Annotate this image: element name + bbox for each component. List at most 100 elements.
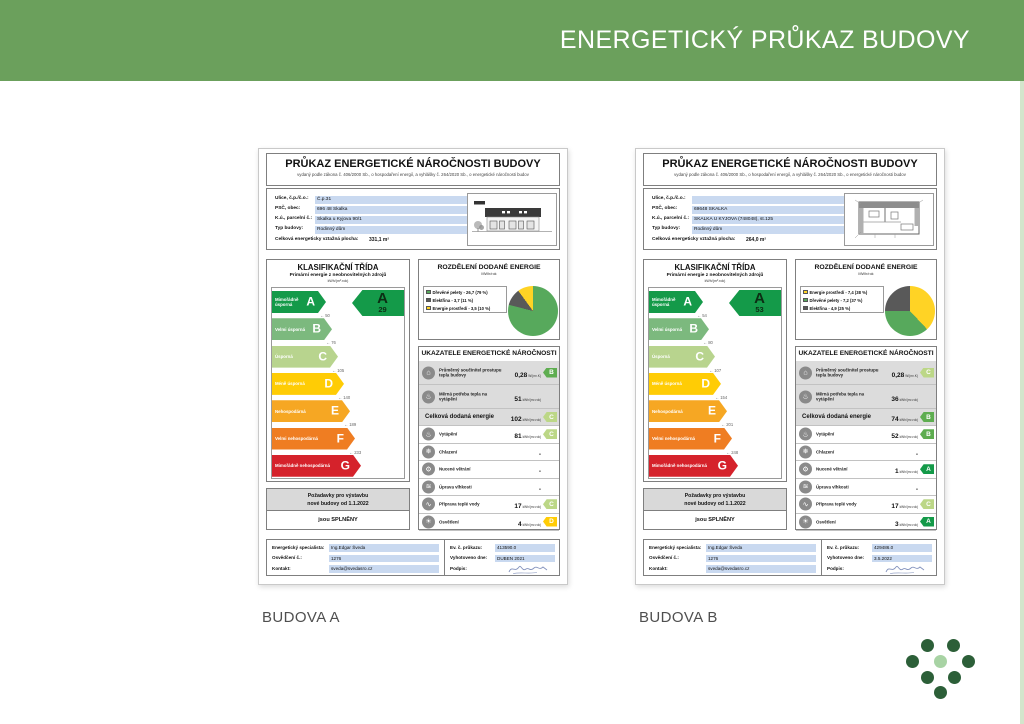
class-bar-label: Velmi nehospodárná [652, 435, 695, 441]
grade-badge-a: A [920, 516, 934, 527]
class-threshold: ← 105 [332, 368, 344, 373]
indicator-number: - [538, 450, 541, 458]
class-bar-letter: C [318, 349, 327, 364]
class-bar-label: Méně úsporná [652, 381, 682, 387]
rating-arrow: A 53 [729, 290, 781, 316]
indicator-number: 52 [891, 433, 899, 441]
logo-dot-dark [933, 685, 947, 699]
class-bar-c: Úsporná C [272, 346, 338, 368]
indicator-number: 74 [891, 416, 899, 423]
threshold-arrow-icon: ← [709, 367, 713, 373]
legend-swatch [426, 289, 431, 295]
class-threshold: ← 201 [721, 422, 733, 427]
class-scale: Mimořádně úsporná A ← 54 Velmi úsporná B ← 80 Ús… [648, 287, 782, 479]
indicator-value: 0,28W/(m².K) [882, 364, 918, 382]
pie-legend-item: Energie prostředí - 7,4 (38 %) [801, 288, 883, 296]
class-bar-label: Úsporná [275, 353, 293, 359]
indicator-value: 1kWh/(m².rok) [882, 460, 918, 478]
footer-signature-label: Podpis: [827, 565, 844, 571]
requirements-result: jsou SPLNĚNY [318, 517, 358, 523]
indicator-label: Průměrný součinitel prostupu tepla budov… [439, 367, 502, 378]
class-bar-c: Úsporná C [649, 346, 715, 368]
logo-dot-light [933, 654, 947, 668]
indicator-label: Měrná potřeba tepla na vytápění [816, 391, 865, 402]
address-box: Ulice, č.p./č.o.: PSČ, obec: 69648 SKALKA K… [643, 188, 937, 250]
legend-swatch [803, 289, 808, 295]
indicator-row-0: ⌂ Průměrný součinitel prostupu tepla budo… [419, 361, 559, 385]
indicator-value: - [505, 443, 541, 461]
threshold-value: 54 [702, 313, 707, 318]
indicator-label: Měrná potřeba tepla na vytápění [439, 391, 488, 402]
class-threshold: ← 107 [709, 368, 721, 373]
area-value: 331,1 m² [369, 237, 390, 243]
specialist-box: Energetický specialista: Ing.Edgar Šveda O… [643, 539, 937, 576]
indicator-label: Chlazení [816, 449, 835, 455]
signature-image [884, 562, 926, 580]
address-field-value: Skalka u Kyjova 90/1 [315, 215, 467, 224]
requirements-line2: nové budovy od 1.1.2022 [684, 501, 746, 507]
logo-dot-dark [961, 654, 975, 668]
indicator-number: - [538, 485, 541, 493]
logo-dot-dark [920, 670, 934, 684]
lighting-icon: ☀ [422, 515, 435, 528]
footer-contact-label: Kontakt: [649, 565, 668, 571]
caption-budova-a: BUDOVA A [262, 609, 340, 626]
legend-label: Dřevěné pelety - 26,7 (79 %) [432, 289, 488, 295]
heating-icon: ♨ [422, 427, 435, 441]
lighting-icon: ☀ [799, 515, 812, 528]
indicator-value: - [882, 478, 918, 496]
address-field-value [692, 195, 844, 204]
indicator-value: 0,28W/(m².K) [505, 364, 541, 382]
cert-subtitle: vydaný podle zákona č. 406/2000 Sb., o h… [674, 172, 906, 177]
icon-glyph: ♨ [425, 431, 432, 439]
indicator-number: 51 [514, 395, 522, 403]
class-bar-b: Velmi úsporná B [649, 318, 709, 340]
indicator-row-0: ⌂ Průměrný součinitel prostupu tepla budo… [796, 361, 936, 385]
threshold-value: 105 [337, 367, 345, 373]
requirements-box: Požadavky pro výstavbu nové budovy od 1.1… [266, 488, 410, 530]
footer-date-value: DUBEN 2021 [495, 554, 555, 562]
indicator-row-5: ⚙ Nucené větrání - [419, 461, 559, 479]
threshold-arrow-icon: ← [338, 394, 342, 400]
certificate-a: PRŮKAZ ENERGETICKÉ NÁROČNOSTI BUDOVY vyda… [258, 148, 568, 585]
indicator-row-1: ♨ Měrná potřeba tepla na vytápění 51kWh/(m… [419, 385, 559, 409]
indicator-label: Příprava teplé vody [439, 501, 480, 507]
threshold-arrow-icon: ← [320, 313, 324, 318]
indicator-label: Úprava vlhkosti [816, 484, 849, 490]
pie-legend-item: Energie prostředí - 3,5 (10 %) [424, 304, 506, 312]
rating-letter: A [754, 290, 765, 307]
address-field-value: Rodinný dům [315, 225, 467, 234]
humidity-icon: ≋ [799, 480, 812, 494]
class-bar-g: Mimořádně nehospodárná G [649, 455, 738, 477]
class-bar-letter: A [306, 294, 315, 309]
address-field-label: PSČ, obec: [652, 206, 678, 211]
legend-swatch [803, 297, 808, 303]
class-threshold: ← 189 [344, 422, 356, 427]
class-bar-letter: F [713, 431, 721, 446]
threshold-arrow-icon: ← [349, 449, 353, 455]
legend-label: Dřevěné pelety - 7,2 (37 %) [809, 297, 863, 303]
ventilation-icon: ⚙ [799, 462, 812, 476]
area-value: 264,0 m² [746, 237, 767, 243]
indicator-number: 1 [894, 468, 899, 476]
footer-date-label: Vyhotoveno dne: [827, 555, 865, 560]
pie-unit: MWh/rok [481, 272, 497, 276]
threshold-arrow-icon: ← [697, 313, 701, 318]
right-edge-accent [1020, 81, 1024, 724]
indicator-number: - [915, 450, 918, 458]
cert-title: PRŮKAZ ENERGETICKÉ NÁROČNOSTI BUDOVY [662, 158, 918, 170]
indicator-unit: kWh/(m².rok) [899, 418, 918, 422]
pie-legend-item: Elektřina - 4,9 (25 %) [801, 304, 883, 312]
grade-badge-a: A [920, 464, 934, 475]
indicator-unit: W/(m².K) [905, 373, 918, 378]
threshold-value: 201 [726, 422, 734, 428]
indicator-row-3: ♨ Vytápění 81kWh/(m².rok) C [419, 426, 559, 444]
address-field-label: PSČ, obec: [275, 206, 301, 211]
pie-title: ROZDĚLENÍ DODANÉ ENERGIE [437, 264, 541, 271]
requirements-box: Požadavky pro výstavbu nové budovy od 1.1… [643, 488, 787, 530]
house-icon: ⌂ [422, 366, 435, 379]
requirements-header: Požadavky pro výstavbu nové budovy od 1.1… [267, 489, 409, 511]
threshold-value: 80 [708, 340, 713, 346]
address-field-label: K.ú., parcelní č.: [275, 216, 313, 221]
class-bar-letter: B [312, 322, 321, 337]
